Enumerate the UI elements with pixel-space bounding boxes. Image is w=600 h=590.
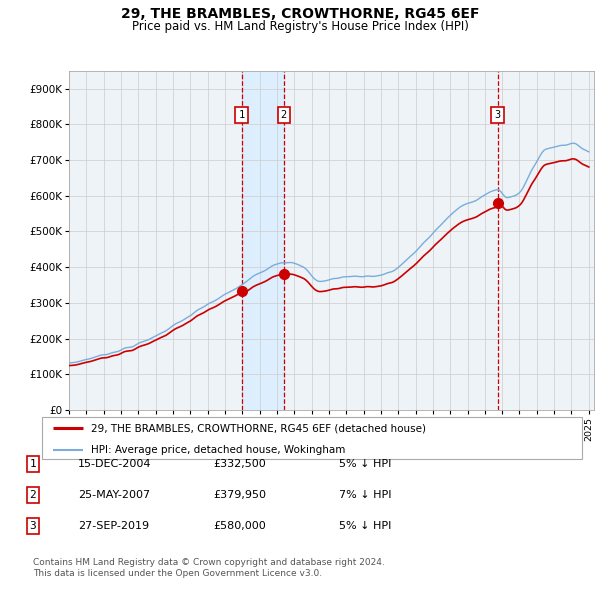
Text: 2: 2 xyxy=(29,490,37,500)
Text: 5% ↓ HPI: 5% ↓ HPI xyxy=(339,521,391,530)
Text: 7% ↓ HPI: 7% ↓ HPI xyxy=(339,490,391,500)
Bar xyxy=(242,71,284,410)
Text: 2: 2 xyxy=(281,110,287,120)
Text: 3: 3 xyxy=(29,521,37,530)
Text: 5% ↓ HPI: 5% ↓ HPI xyxy=(339,460,391,469)
Text: £379,950: £379,950 xyxy=(213,490,266,500)
Text: 1: 1 xyxy=(238,110,245,120)
FancyBboxPatch shape xyxy=(42,417,582,459)
Text: Price paid vs. HM Land Registry's House Price Index (HPI): Price paid vs. HM Land Registry's House … xyxy=(131,20,469,33)
Text: Contains HM Land Registry data © Crown copyright and database right 2024.
This d: Contains HM Land Registry data © Crown c… xyxy=(33,558,385,578)
Text: 25-MAY-2007: 25-MAY-2007 xyxy=(78,490,150,500)
Text: £580,000: £580,000 xyxy=(213,521,266,530)
Text: 27-SEP-2019: 27-SEP-2019 xyxy=(78,521,149,530)
Text: 29, THE BRAMBLES, CROWTHORNE, RG45 6EF: 29, THE BRAMBLES, CROWTHORNE, RG45 6EF xyxy=(121,7,479,21)
Text: 29, THE BRAMBLES, CROWTHORNE, RG45 6EF (detached house): 29, THE BRAMBLES, CROWTHORNE, RG45 6EF (… xyxy=(91,423,425,433)
Text: 3: 3 xyxy=(494,110,501,120)
Text: £332,500: £332,500 xyxy=(213,460,266,469)
Text: 15-DEC-2004: 15-DEC-2004 xyxy=(78,460,151,469)
Text: 1: 1 xyxy=(29,460,37,469)
Text: HPI: Average price, detached house, Wokingham: HPI: Average price, detached house, Woki… xyxy=(91,445,345,455)
